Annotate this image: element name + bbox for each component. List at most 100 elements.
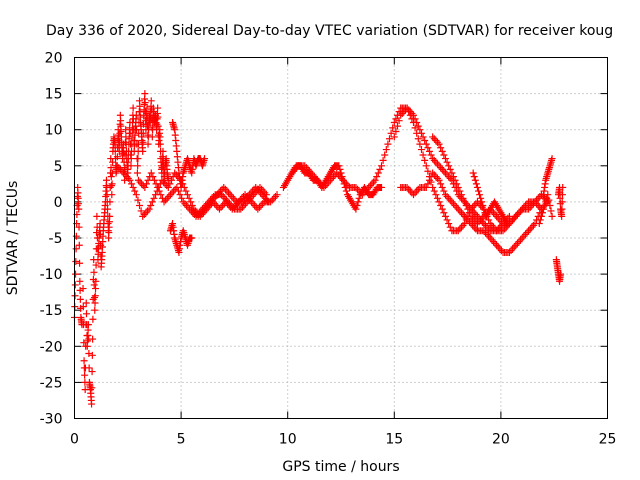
data-point [144,207,152,215]
data-point [443,216,451,224]
data-point [139,138,147,146]
data-point [493,241,501,249]
data-point [537,212,545,220]
data-point [104,220,112,228]
x-tick-label: 10 [279,432,297,448]
data-point [182,202,190,210]
data-point [154,122,162,130]
data-point [90,268,98,276]
data-point [85,364,93,372]
data-point [376,165,384,173]
data-point [113,153,121,161]
data-point [462,214,470,222]
data-point [82,310,90,318]
data-point [127,162,135,170]
data-point [147,202,155,210]
data-point [339,176,347,184]
data-point [188,234,196,242]
data-point [104,205,112,213]
data-point [129,104,137,112]
data-point [122,133,130,141]
data-point [526,225,534,233]
data-point [71,281,79,289]
data-point [448,198,456,206]
data-point [496,245,504,253]
data-point [437,202,445,210]
data-point [390,118,398,126]
x-tick-label: 5 [177,432,186,448]
data-point [469,207,477,215]
x-tick-label: 15 [385,432,403,448]
data-point [464,205,472,213]
data-point [149,173,157,181]
data-point [558,198,566,206]
data-point [150,176,158,184]
data-point [526,203,534,211]
data-point [352,183,360,191]
data-point [215,205,223,213]
data-point [133,169,141,177]
data-point [424,144,432,152]
data-point [523,229,531,237]
y-tick-label: -30 [40,412,63,428]
data-point [513,239,521,247]
data-point [454,205,462,213]
data-point [509,216,517,224]
data-point [441,169,449,177]
data-point [408,109,416,117]
data-point [111,140,119,148]
data-point [80,357,88,365]
x-tick-label: 25 [599,432,617,448]
data-point [79,285,87,293]
data-point [160,178,168,186]
data-point [481,221,489,229]
data-point [82,299,90,307]
data-point [536,216,544,224]
data-point [443,192,451,200]
data-point [403,104,411,112]
data-point [366,182,374,190]
y-tick-label: -15 [40,303,63,319]
data-point [445,194,453,202]
data-point [433,160,441,168]
data-point [76,295,84,303]
data-point [473,183,481,191]
data-point [443,158,451,166]
data-point [139,129,147,137]
data-point [476,191,484,199]
data-point [515,209,523,217]
data-point [387,129,395,137]
data-point [257,202,265,210]
data-point [92,277,100,285]
data-point [499,227,507,235]
data-point [529,221,537,229]
data-point [371,176,379,184]
data-point [255,203,263,211]
data-point [416,126,424,134]
data-point [540,205,548,213]
data-point [558,191,566,199]
data-point [477,216,485,224]
data-point [518,234,526,242]
data-point [126,129,134,137]
data-point [513,211,521,219]
data-point [488,236,496,244]
data-point [237,205,245,213]
data-point [108,180,116,188]
data-point [507,247,515,255]
y-tick-label: -25 [40,375,63,391]
data-point [335,162,343,170]
data-point [456,207,464,215]
data-point [429,169,437,177]
data-point [472,211,480,219]
data-point [520,232,528,240]
data-point [152,180,160,188]
data-point [411,189,419,197]
data-point [545,196,553,204]
data-point [453,203,461,211]
y-tick-label: -5 [49,231,63,247]
data-point [76,277,84,285]
data-point [156,140,164,148]
data-point [446,223,454,231]
data-point [437,144,445,152]
